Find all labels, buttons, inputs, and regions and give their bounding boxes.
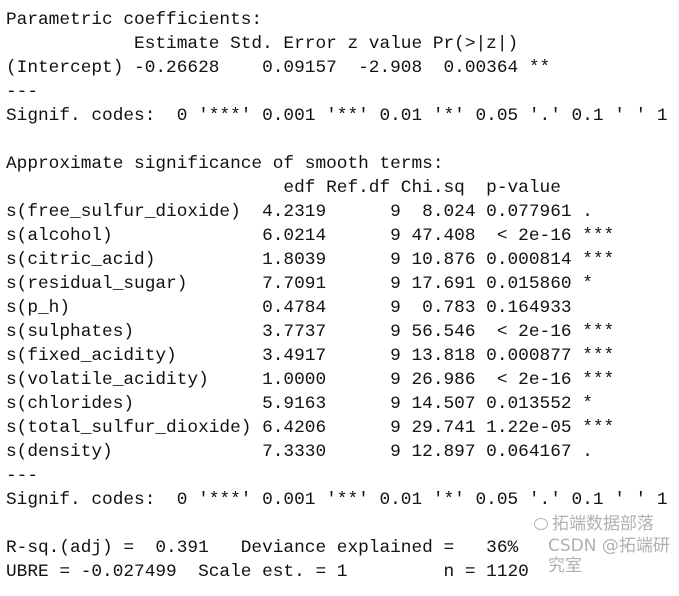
smooth-row: s(residual_sugar) 7.7091 9 17.691 0.0158… [6,274,593,294]
smooth-row: s(fixed_acidity) 3.4917 9 13.818 0.00087… [6,346,615,366]
smooth-row: s(alcohol) 6.0214 9 47.408 < 2e-16 *** [6,226,615,246]
parametric-header: Estimate Std. Error z value Pr(>|z|) [6,34,519,54]
intercept-row: (Intercept) -0.26628 0.09157 -2.908 0.00… [6,58,551,78]
separator: --- [6,466,39,486]
smooth-header: edf Ref.df Chi.sq p-value [6,178,561,198]
signif-codes: Signif. codes: 0 '***' 0.001 '**' 0.01 '… [6,106,668,126]
blank-line [6,128,668,152]
smooth-row: s(p_h) 0.4784 9 0.783 0.164933 [6,298,572,318]
smooth-row: s(free_sulfur_dioxide) 4.2319 9 8.024 0.… [6,202,593,222]
smooth-title: Approximate significance of smooth terms… [6,154,444,174]
watermark-text: 拓端数据部落 [552,514,654,534]
smooth-row: s(volatile_acidity) 1.0000 9 26.986 < 2e… [6,370,615,390]
wechat-icon [534,518,548,530]
parametric-title: Parametric coefficients: [6,10,263,30]
watermark-text: CSDN @拓端研究室 [548,536,670,576]
separator: --- [6,82,39,102]
signif-codes: Signif. codes: 0 '***' 0.001 '**' 0.01 '… [6,490,668,510]
smooth-row: s(sulphates) 3.7737 9 56.546 < 2e-16 *** [6,322,615,342]
fit-summary-line-2: UBRE = -0.027499 Scale est. = 1 n = 1120 [6,562,529,582]
smooth-row: s(total_sulfur_dioxide) 6.4206 9 29.741 … [6,418,615,438]
smooth-row: s(density) 7.3330 9 12.897 0.064167 . [6,442,593,462]
fit-summary-line-1: R-sq.(adj) = 0.391 Deviance explained = … [6,538,519,558]
r-console-output: Parametric coefficients: Estimate Std. E… [6,8,668,584]
smooth-row: s(citric_acid) 1.8039 9 10.876 0.000814 … [6,250,615,270]
smooth-row: s(chlorides) 5.9163 9 14.507 0.013552 * [6,394,593,414]
